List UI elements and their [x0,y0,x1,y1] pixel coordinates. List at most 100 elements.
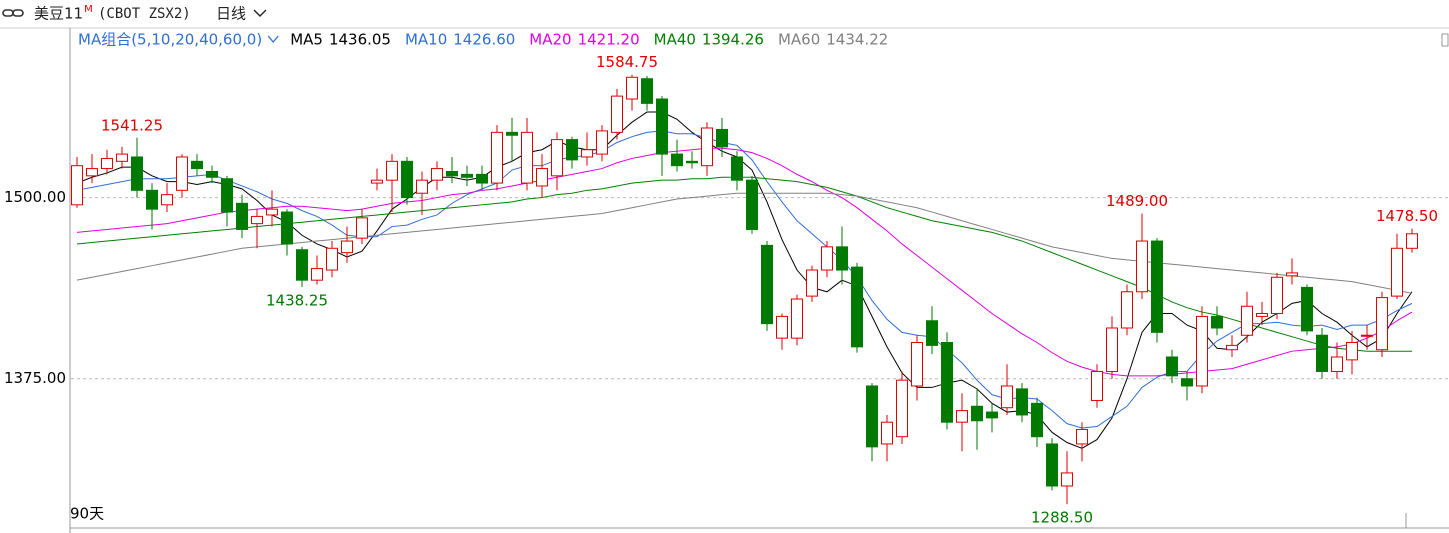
legend-name: MA20 [529,31,571,49]
candle-body [326,247,338,271]
ma-lines [76,111,1413,449]
candle-body [1391,247,1403,297]
candle-body [191,160,203,170]
candle-body [836,246,848,271]
legend-value: 1436.05 [329,31,391,49]
candle-body [1301,286,1313,332]
candle-body [386,160,398,181]
period-selector[interactable]: 日线 [216,5,246,23]
candle-body [161,194,173,206]
candle-body [101,157,113,170]
ma-line [76,176,1412,352]
candle-body [521,131,533,184]
candle-body [911,341,923,387]
instrument-superscript: M [84,4,93,15]
candle-body [596,130,608,155]
extreme-label: 1288.50 [1031,509,1093,527]
candle-body [1001,385,1013,409]
y-tick-label: 1375.00 [4,369,66,387]
candle-body [176,156,188,191]
legend-value: 1426.60 [453,31,515,49]
candle-body [401,160,413,199]
candle-body [581,149,593,158]
candle-body [1241,305,1253,336]
candle-body [626,76,638,100]
candle-body [926,320,938,346]
scroll-handle[interactable] [1441,33,1449,47]
candle-body [821,246,833,271]
candle-body [971,405,983,422]
candle-body [1226,344,1238,351]
legend-name: MA60 [778,31,820,49]
extreme-label: 1438.25 [266,292,328,310]
candle-body [641,78,653,104]
ma-line [76,111,1413,449]
candle-body [1121,291,1133,329]
candle-body [506,131,518,136]
candle-body [431,168,443,181]
candle-body [746,179,758,230]
extreme-label: 1584.75 [596,53,658,71]
candle-body [1091,370,1103,401]
candle-body [566,139,578,161]
legend-value: 1394.26 [702,31,764,49]
candle-body [341,240,353,254]
candle-body [1061,472,1073,487]
legend: MA组合(5,10,20,40,60,0) MA5 1436.05 MA10 1426.… [78,31,888,49]
candle-body [236,202,248,230]
candle-body [1256,313,1268,317]
candle-body [1046,443,1058,487]
candle-body [296,249,308,281]
candle-body [896,379,908,438]
candle-body [1376,297,1388,351]
legend-name: MA5 [290,31,323,49]
candle-body [611,95,623,133]
candle-body [671,153,683,167]
candle-body [716,128,728,148]
candle-body [251,215,263,225]
candle-body [1166,356,1178,377]
link-icon [2,9,24,17]
candle-body [1361,334,1373,337]
extreme-label: 1489.00 [1106,192,1168,210]
candle-body [281,211,293,245]
candle-body [536,168,548,187]
candle-body [851,266,863,348]
candle-body [731,156,743,181]
candle-body [476,173,488,184]
candle-body [356,217,368,239]
legend-value: 1434.22 [826,31,888,49]
instrument-name: 美豆11 [34,5,83,23]
candle-body [791,298,803,339]
candle-body [1331,356,1343,372]
candle-body [1196,315,1208,387]
candle-body [1211,315,1223,329]
candle-body [1136,240,1148,293]
candle-body [1151,240,1163,333]
candle-body [71,165,83,206]
candle-body [806,269,818,297]
ma-combo-chevron[interactable] [267,35,279,44]
ma-combo-selector[interactable]: MA组合(5,10,20,40,60,0) [78,31,262,49]
candle-body [656,98,668,155]
candle-body [761,244,773,325]
candle-body [221,178,233,213]
candle-body [941,341,953,423]
candle-body [1031,402,1043,438]
candle-body [416,179,428,194]
period-chevron[interactable] [253,9,267,17]
candle-body [131,156,143,191]
candle-body [1106,327,1118,372]
candle-body [1271,276,1283,315]
symbol: (CBOT ZSX2) [98,6,191,22]
candle-body [1406,233,1418,249]
candle-body [311,268,323,281]
candle-body [116,153,128,162]
candle-body [881,421,893,445]
candle-body [1316,334,1328,372]
candle-body [266,208,278,216]
candle-body [491,131,503,184]
candle-body [146,189,158,210]
candle-body [686,160,698,164]
